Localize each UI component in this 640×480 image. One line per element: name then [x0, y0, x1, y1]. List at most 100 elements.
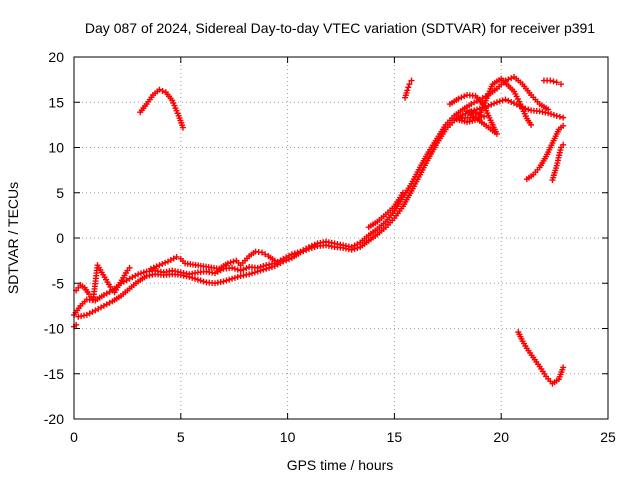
- data-point-evening-arcs: [528, 121, 535, 128]
- data-point-late-fragments: [558, 81, 565, 88]
- data-point-main-band-upper: [237, 267, 244, 274]
- data-point-main-band-upper: [231, 265, 238, 272]
- data-point-main-band-upper: [137, 270, 144, 277]
- data-point-main-band-lower: [560, 114, 567, 121]
- data-point-main-band-lower: [553, 112, 560, 119]
- data-point-main-band-lower: [266, 264, 273, 271]
- data-point-main-band-lower: [525, 106, 532, 113]
- data-point-midday-bumps: [227, 259, 234, 266]
- y-tick-label: 0: [56, 230, 64, 246]
- data-point-night-negative-arc: [560, 364, 567, 371]
- data-point-main-band-lower: [556, 113, 563, 120]
- data-point-main-band-lower: [234, 273, 241, 280]
- data-point-evening-arcs: [458, 94, 465, 101]
- data-point-main-band-lower: [200, 278, 207, 285]
- data-point-main-band-upper: [505, 76, 512, 83]
- data-point-main-band-lower: [268, 263, 275, 270]
- data-point-main-band-lower: [300, 248, 307, 255]
- data-point-main-band-lower: [280, 258, 287, 265]
- chart-title: Day 087 of 2024, Sidereal Day-to-day VTE…: [85, 20, 595, 36]
- data-point-midday-bumps: [147, 265, 154, 272]
- data-points: [71, 73, 567, 387]
- x-tick-label: 0: [70, 429, 78, 445]
- data-point-late-fragments: [406, 81, 413, 88]
- data-point-main-band-upper: [243, 265, 250, 272]
- y-tick-label: 15: [48, 94, 64, 110]
- data-point-midday-bumps: [173, 254, 180, 261]
- y-tick-label: -5: [52, 275, 65, 291]
- data-point-main-band-lower: [192, 275, 199, 282]
- data-point-main-band-lower: [496, 98, 503, 105]
- data-point-late-fragments: [405, 84, 412, 91]
- data-point-midday-bumps: [153, 263, 160, 270]
- data-point-main-band-lower: [505, 97, 512, 104]
- data-point-midday-bumps: [230, 258, 237, 265]
- data-point-late-fragments: [408, 77, 415, 84]
- data-point-main-band-upper: [229, 264, 236, 271]
- data-point-morning-arc: [159, 87, 166, 94]
- data-point-main-band-lower: [499, 97, 506, 104]
- data-point-midday-bumps: [262, 251, 269, 258]
- data-point-main-band-lower: [226, 276, 233, 283]
- data-point-late-fragments: [560, 122, 567, 129]
- y-tick-label: -15: [44, 366, 64, 382]
- data-point-afternoon-offshoot: [399, 189, 406, 196]
- data-point-main-band-lower: [305, 245, 312, 252]
- data-point-main-band-lower: [189, 274, 196, 281]
- data-point-main-band-lower: [348, 246, 355, 253]
- data-point-main-band-lower: [502, 96, 509, 103]
- data-point-morning-arc: [156, 86, 163, 93]
- data-point-early-scatter: [126, 264, 133, 271]
- data-point-main-band-lower: [303, 247, 310, 254]
- x-tick-label: 10: [280, 429, 296, 445]
- data-point-main-band-lower: [283, 257, 290, 264]
- data-point-main-band-lower: [263, 265, 270, 272]
- data-point-main-band-lower: [194, 276, 201, 283]
- data-point-late-fragments: [553, 79, 560, 86]
- y-axis-title: SDTVAR / TECUs: [5, 182, 21, 294]
- data-point-main-band-upper: [135, 271, 142, 278]
- data-point-main-band-lower: [488, 101, 495, 108]
- x-tick-label: 25: [600, 429, 616, 445]
- data-point-main-band-lower: [493, 99, 500, 106]
- data-point-main-band-lower: [548, 111, 555, 118]
- data-point-main-band-lower: [257, 267, 264, 274]
- data-point-main-band-lower: [186, 273, 193, 280]
- data-point-midday-bumps: [159, 260, 166, 267]
- data-point-late-fragments: [550, 78, 557, 85]
- y-tick-label: 5: [56, 185, 64, 201]
- data-point-main-band-lower: [491, 100, 498, 107]
- data-point-late-fragments: [547, 77, 554, 84]
- data-point-main-band-lower: [220, 278, 227, 285]
- data-point-late-fragments: [560, 141, 567, 148]
- data-point-midday-bumps: [156, 262, 163, 269]
- data-point-midday-bumps: [150, 264, 157, 271]
- data-point-main-band-lower: [229, 275, 236, 282]
- x-tick-label: 20: [493, 429, 509, 445]
- data-point-main-band-lower: [508, 98, 515, 105]
- data-point-main-band-upper: [240, 266, 247, 273]
- data-point-main-band-upper: [140, 269, 147, 276]
- data-point-main-band-lower: [249, 270, 255, 277]
- data-point-main-band-lower: [197, 277, 204, 284]
- data-point-main-band-lower: [223, 277, 230, 284]
- data-point-main-band-lower: [254, 268, 261, 275]
- data-point-main-band-lower: [260, 266, 267, 273]
- data-point-main-band-lower: [251, 269, 258, 276]
- data-point-main-band-lower: [351, 245, 358, 252]
- y-tick-label: 10: [48, 140, 64, 156]
- y-tick-label: -20: [44, 411, 64, 427]
- data-point-main-band-lower: [311, 244, 318, 251]
- data-point-main-band-lower: [297, 249, 304, 256]
- data-point-midday-bumps: [224, 260, 231, 267]
- axis-ticks: 0 5 10 15 20 25 -20 -15 -10 -5 0 5 10 15 20: [44, 49, 616, 445]
- data-point-evening-arcs: [455, 95, 462, 102]
- data-point-midday-bumps: [271, 257, 278, 264]
- x-axis-title: GPS time / hours: [287, 457, 394, 473]
- data-point-evening-arcs: [461, 93, 468, 100]
- data-point-main-band-lower: [286, 256, 293, 263]
- y-tick-label: -10: [44, 321, 64, 337]
- data-point-main-band-lower: [550, 111, 557, 118]
- data-point-main-band-lower: [308, 244, 315, 251]
